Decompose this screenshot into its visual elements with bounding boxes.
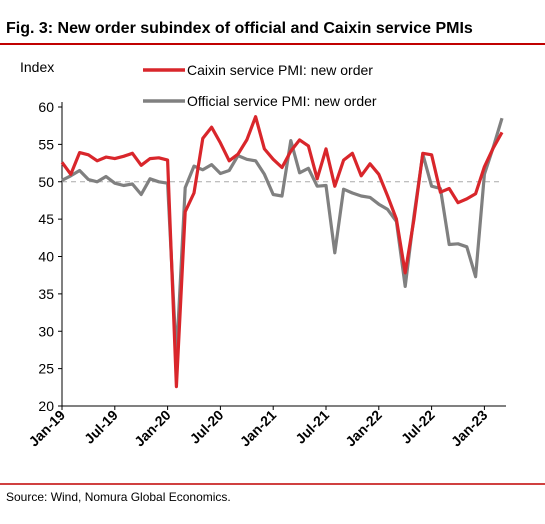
series-line: [60, 115, 504, 389]
x-tick-label: Jan-23: [448, 407, 491, 450]
x-tick-label: Jul-22: [398, 407, 438, 447]
x-tick-label: Jul-20: [187, 407, 227, 447]
source-note: Source: Wind, Nomura Global Economics.: [6, 490, 231, 504]
y-tick-label: 20: [38, 398, 54, 414]
y-tick-label: 40: [38, 249, 54, 265]
x-tick-label: Jan-20: [131, 407, 174, 450]
y-tick-label: 55: [38, 136, 54, 152]
legend-label: Official service PMI: new order: [187, 93, 377, 109]
y-tick-label: 60: [38, 99, 54, 115]
y-tick-label: 50: [38, 174, 54, 190]
legend-label: Caixin service PMI: new order: [187, 62, 373, 78]
y-axis-label: Index: [20, 59, 54, 75]
x-tick-label: Jan-21: [237, 407, 280, 450]
x-tick-label: Jul-19: [81, 407, 121, 447]
chart-title: Fig. 3: New order subindex of official a…: [6, 20, 473, 37]
y-tick-label: 25: [38, 361, 54, 377]
y-tick-label: 35: [38, 286, 54, 302]
y-tick-label: 30: [38, 323, 54, 339]
series-line: [61, 117, 504, 359]
x-tick-label: Jul-21: [292, 407, 332, 447]
y-tick-label: 45: [38, 211, 54, 227]
x-tick-label: Jan-22: [342, 407, 385, 450]
